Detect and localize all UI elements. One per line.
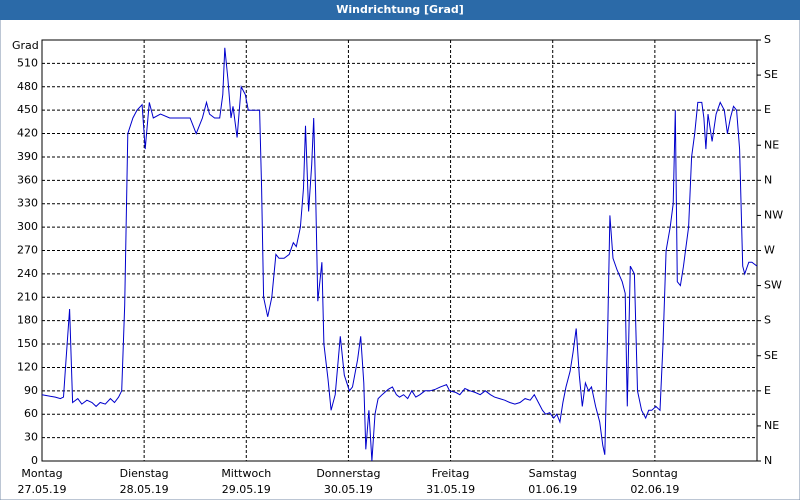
y2-tick-label: NW (764, 208, 783, 221)
title-bar (0, 0, 800, 20)
x-tick-label: 31.05.19 (426, 483, 475, 496)
y-tick-label: 180 (17, 314, 38, 327)
y-tick-label: 0 (31, 454, 38, 467)
y-tick-label: 30 (24, 431, 38, 444)
y2-tick-label: S (764, 33, 771, 46)
x-tick-label: 01.06.19 (528, 483, 577, 496)
x-tick-label: Samstag (529, 467, 577, 480)
y2-tick-label: S (764, 314, 771, 327)
y2-tick-label: SE (764, 68, 778, 81)
x-tick-label: 30.05.19 (324, 483, 373, 496)
y-tick-label: 330 (17, 197, 38, 210)
x-tick-label: Sonntag (632, 467, 678, 480)
x-tick-label: Dienstag (120, 467, 169, 480)
y-tick-label: 420 (17, 127, 38, 140)
y-tick-label: 270 (17, 244, 38, 257)
chart-title: Windrichtung [Grad] (336, 3, 464, 16)
y-tick-label: 120 (17, 360, 38, 373)
y-tick-label: 60 (24, 407, 38, 420)
y2-tick-label: NE (764, 138, 779, 151)
y-tick-label: 210 (17, 290, 38, 303)
y-tick-label: 480 (17, 80, 38, 93)
y2-tick-label: SW (764, 279, 782, 292)
y2-tick-label: SE (764, 349, 778, 362)
x-tick-label: 29.05.19 (222, 483, 271, 496)
y-tick-label: 90 (24, 384, 38, 397)
y-tick-label: 300 (17, 220, 38, 233)
x-tick-label: 02.06.19 (630, 483, 679, 496)
y-tick-label: 360 (17, 173, 38, 186)
y2-tick-label: E (764, 384, 771, 397)
x-tick-label: Freitag (432, 467, 470, 480)
y-tick-label: 510 (17, 56, 38, 69)
y2-tick-label: NE (764, 419, 779, 432)
y-tick-label: 150 (17, 337, 38, 350)
data-line (41, 47, 758, 462)
y2-tick-label: N (764, 454, 772, 467)
x-tick-label: Montag (21, 467, 62, 480)
y-tick-label: 450 (17, 103, 38, 116)
x-tick-label: 27.05.19 (18, 483, 67, 496)
x-tick-label: Donnerstag (316, 467, 380, 480)
x-tick-label: Mittwoch (221, 467, 271, 480)
y2-tick-label: E (764, 103, 771, 116)
y2-tick-label: N (764, 173, 772, 186)
y-axis-label: Grad (12, 39, 39, 52)
x-tick-label: 28.05.19 (120, 483, 169, 496)
y-tick-label: 240 (17, 267, 38, 280)
y2-tick-label: W (764, 244, 775, 257)
y-tick-label: 390 (17, 150, 38, 163)
